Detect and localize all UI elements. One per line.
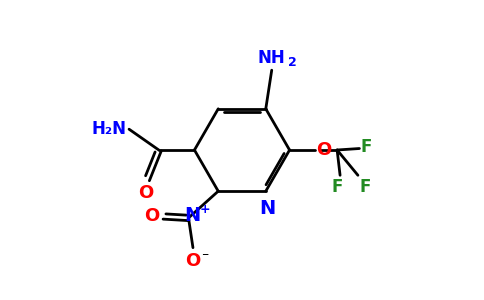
Text: 2: 2 xyxy=(288,56,297,69)
Text: N: N xyxy=(259,199,275,218)
Text: F: F xyxy=(332,178,343,196)
Text: O: O xyxy=(144,207,160,225)
Text: ⁻: ⁻ xyxy=(201,250,209,264)
Text: +: + xyxy=(200,202,211,215)
Text: F: F xyxy=(360,178,371,196)
Text: O: O xyxy=(185,252,200,270)
Text: NH: NH xyxy=(258,49,286,67)
Text: O: O xyxy=(317,141,332,159)
Text: O: O xyxy=(138,184,153,202)
Text: N: N xyxy=(184,206,200,225)
Text: F: F xyxy=(361,138,372,156)
Text: H₂N: H₂N xyxy=(91,120,126,138)
